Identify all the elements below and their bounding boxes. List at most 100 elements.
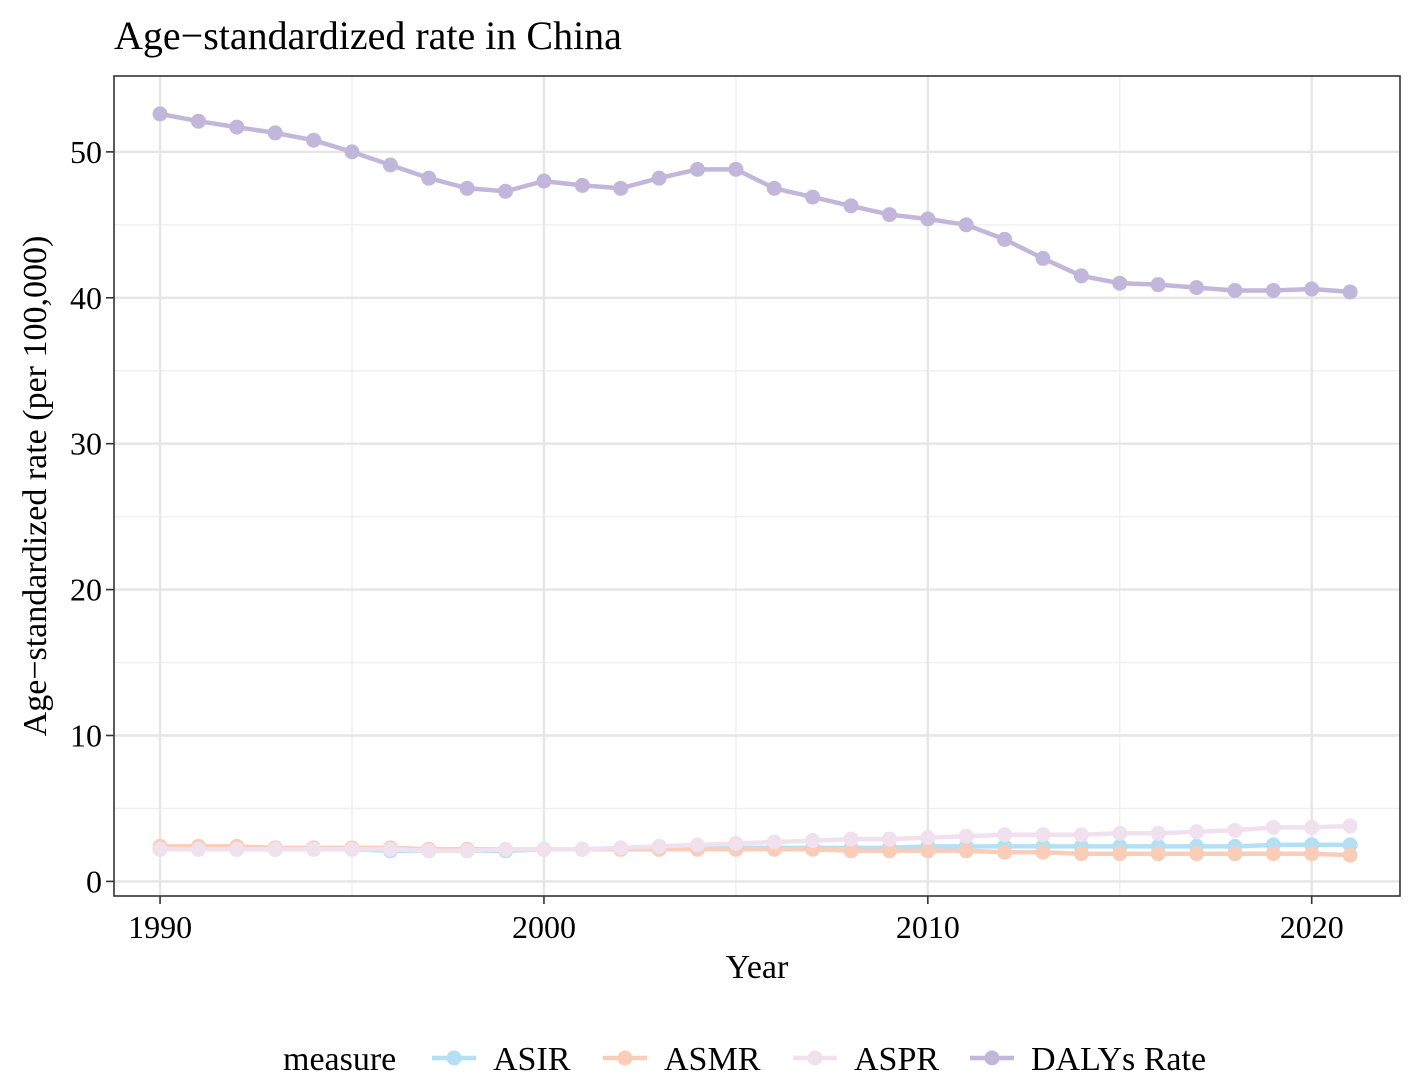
data-point-dalys-rate <box>1227 282 1243 298</box>
data-point-dalys-rate <box>536 173 552 189</box>
data-point-asmr <box>843 843 859 859</box>
data-point-aspr <box>1073 827 1089 843</box>
legend-label: ASMR <box>664 1041 761 1078</box>
x-tick-label: 2000 <box>512 909 576 945</box>
data-point-dalys-rate <box>958 217 974 233</box>
data-point-dalys-rate <box>382 157 398 173</box>
data-point-dalys-rate <box>306 132 322 148</box>
data-point-aspr <box>1189 824 1205 840</box>
x-tick-label: 2010 <box>896 909 960 945</box>
data-point-dalys-rate <box>1035 250 1051 266</box>
data-point-dalys-rate <box>1073 268 1089 284</box>
y-tick-label: 20 <box>70 572 102 608</box>
data-point-asmr <box>1035 844 1051 860</box>
legend-item-aspr: ASPR <box>793 1041 939 1078</box>
legend-label: ASPR <box>854 1041 939 1078</box>
data-point-aspr <box>1150 825 1166 841</box>
legend-item-asmr: ASMR <box>603 1041 761 1078</box>
data-point-aspr <box>229 841 245 857</box>
data-point-asmr <box>1304 846 1320 862</box>
y-axis: 0 10 20 30 40 50 <box>70 134 114 899</box>
data-point-aspr <box>766 834 782 850</box>
data-point-aspr <box>805 833 821 849</box>
data-point-dalys-rate <box>728 161 744 177</box>
data-point-aspr <box>728 835 744 851</box>
x-axis: 1990 2000 2010 2020 <box>128 896 1344 945</box>
data-point-dalys-rate <box>881 207 897 223</box>
data-point-aspr <box>382 841 398 857</box>
legend-key-point <box>807 1050 823 1066</box>
data-point-dalys-rate <box>1189 280 1205 296</box>
data-point-aspr <box>574 841 590 857</box>
data-point-asmr <box>1150 846 1166 862</box>
data-point-aspr <box>920 830 936 846</box>
y-tick-label: 40 <box>70 280 102 316</box>
data-point-asmr <box>1112 846 1128 862</box>
data-point-dalys-rate <box>766 180 782 196</box>
x-axis-title: Year <box>726 949 789 986</box>
data-point-asmr <box>1189 846 1205 862</box>
data-point-asmr <box>1342 847 1358 863</box>
data-point-asmr <box>1265 846 1281 862</box>
data-point-aspr <box>306 841 322 857</box>
data-point-aspr <box>689 837 705 853</box>
data-point-aspr <box>958 828 974 844</box>
data-point-dalys-rate <box>421 170 437 186</box>
data-point-dalys-rate <box>613 180 629 196</box>
y-tick-label: 0 <box>86 863 102 899</box>
data-point-asmr <box>958 843 974 859</box>
data-point-asmr <box>997 844 1013 860</box>
data-point-aspr <box>536 841 552 857</box>
legend-item-asir: ASIR <box>432 1041 571 1078</box>
series-dalys-rate <box>152 106 1358 300</box>
data-point-aspr <box>997 827 1013 843</box>
data-point-dalys-rate <box>1265 282 1281 298</box>
data-point-aspr <box>881 831 897 847</box>
data-point-aspr <box>651 838 667 854</box>
x-tick-label: 1990 <box>128 909 192 945</box>
data-point-dalys-rate <box>229 119 245 135</box>
data-point-dalys-rate <box>1342 284 1358 300</box>
plot-panel <box>114 76 1400 896</box>
y-tick-label: 10 <box>70 718 102 754</box>
legend-label: DALYs Rate <box>1031 1041 1206 1078</box>
data-point-dalys-rate <box>459 180 475 196</box>
legend-key-point <box>617 1050 633 1066</box>
data-point-dalys-rate <box>920 211 936 227</box>
data-point-dalys-rate <box>651 170 667 186</box>
data-point-dalys-rate <box>843 198 859 214</box>
data-point-aspr <box>1265 819 1281 835</box>
data-point-dalys-rate <box>1304 281 1320 297</box>
legend-item-dalys-rate: DALYs Rate <box>970 1041 1206 1078</box>
data-point-aspr <box>498 841 514 857</box>
chart-title: Age−standardized rate in China <box>114 13 622 58</box>
data-point-dalys-rate <box>1150 277 1166 293</box>
data-point-aspr <box>152 841 168 857</box>
y-tick-label: 50 <box>70 134 102 170</box>
data-point-asmr <box>920 843 936 859</box>
data-point-dalys-rate <box>344 144 360 160</box>
grid-minor <box>114 76 1400 896</box>
data-point-aspr <box>421 843 437 859</box>
data-point-aspr <box>1304 819 1320 835</box>
y-axis-title: Age−standardized rate (per 100,000) <box>17 236 54 737</box>
legend-key-point <box>984 1050 1000 1066</box>
legend-label: ASIR <box>493 1041 571 1078</box>
data-point-dalys-rate <box>152 106 168 122</box>
data-point-dalys-rate <box>574 177 590 193</box>
data-point-aspr <box>190 841 206 857</box>
data-point-dalys-rate <box>997 231 1013 247</box>
data-point-asmr <box>881 843 897 859</box>
data-point-aspr <box>613 840 629 856</box>
legend: measure ASIR ASMR ASPR DALYs Rate <box>283 1041 1206 1078</box>
data-point-aspr <box>843 831 859 847</box>
x-tick-label: 2020 <box>1280 909 1344 945</box>
y-tick-label: 30 <box>70 426 102 462</box>
data-point-aspr <box>1227 822 1243 838</box>
data-point-dalys-rate <box>689 161 705 177</box>
data-point-aspr <box>344 841 360 857</box>
data-point-aspr <box>459 843 475 859</box>
data-point-aspr <box>267 841 283 857</box>
legend-title: measure <box>283 1041 396 1078</box>
